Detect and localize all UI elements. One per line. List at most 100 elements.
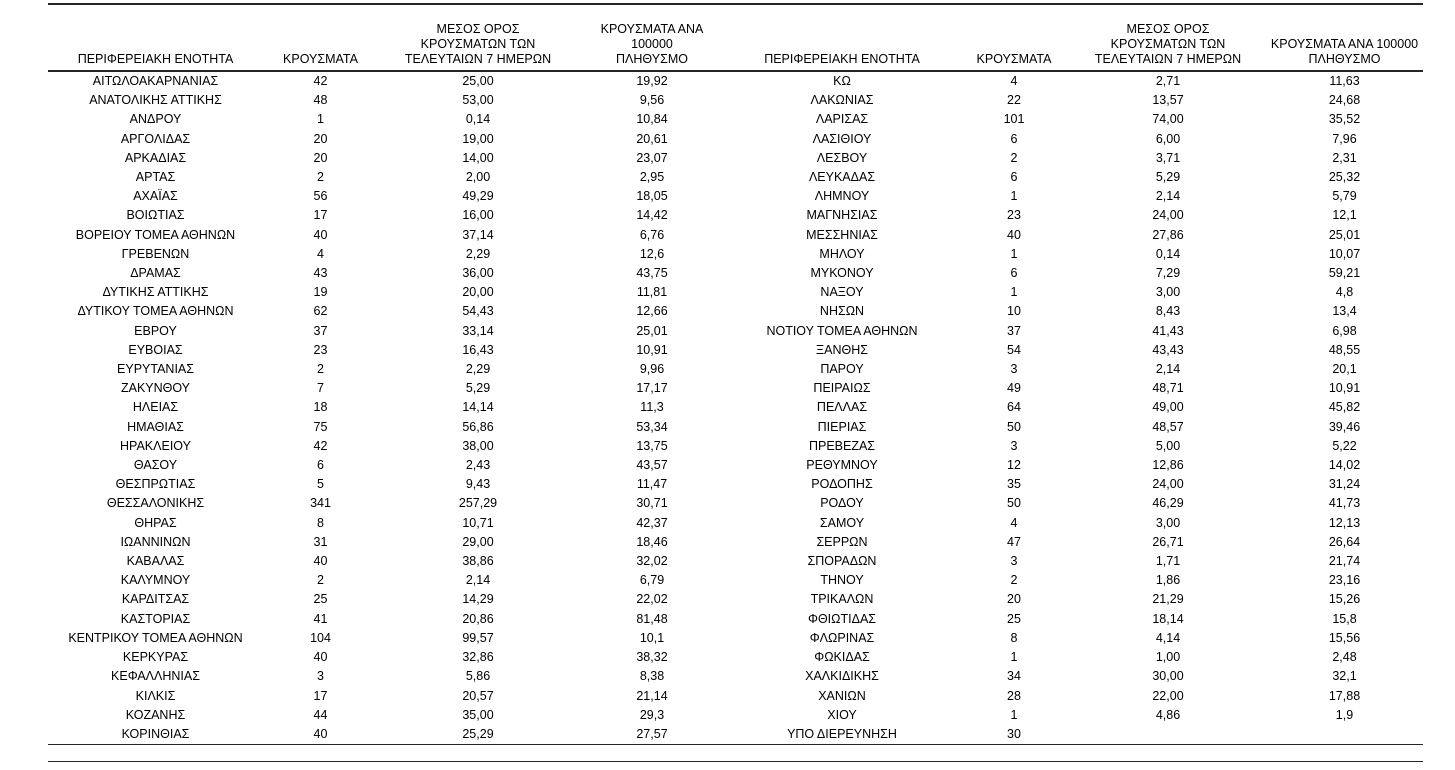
cell-region-right: ΚΩ (833, 74, 851, 88)
cell-per100k-right: 5,22 (1332, 438, 1357, 453)
header-per100k-right: ΚΡΟΥΣΜΑΤΑ ΑΝΑ 100000 ΠΛΗΘΥΣΜΟ (1266, 4, 1423, 72)
cell-region-left: ΚΕΝΤΡΙΚΟΥ ΤΟΜΕΑ ΑΘΗΝΩΝ (68, 630, 243, 645)
cell-region-left: ΚΕΦΑΛΛΗΝΙΑΣ (111, 669, 200, 684)
cell-avg7-left: 2,43 (465, 458, 491, 473)
cell-avg7-left: 19,00 (462, 131, 494, 146)
cell-per100k-right: 17,88 (1328, 688, 1361, 703)
cell-avg7-left: 25,29 (378, 724, 578, 746)
cell-cases-left: 56 (313, 189, 328, 204)
cell-per100k-left: 43,57 (636, 458, 668, 473)
cell-avg7-right: 26,71 (1152, 534, 1184, 549)
cell-avg7-left: 29,00 (462, 534, 494, 549)
table-row: ΚΑΡΔΙΤΣΑΣ 25 14,29 22,02 ΤΡΙΚΑΛΩΝ 20 21,29 15,2… (48, 590, 1423, 609)
cell-avg7-left: 32,86 (462, 650, 494, 665)
cell-per100k-left: 12,66 (636, 304, 668, 319)
cell-cases-right: 101 (1003, 112, 1025, 127)
cell-cases-left: 3 (317, 669, 324, 684)
cell-per100k-right (1266, 724, 1423, 746)
cell-cases-left: 62 (313, 304, 328, 319)
cell-region-left: ΕΥΡΥΤΑΝΙΑΣ (117, 362, 194, 377)
cell-avg7-right (1070, 724, 1266, 746)
cell-cases-left: 40 (313, 227, 328, 242)
cell-avg7-right: 24,00 (1152, 208, 1184, 223)
table-row: ΔΥΤΙΚΗΣ ΑΤΤΙΚΗΣ 19 20,00 11,81 ΝΑΞΟΥ 1 3,00 4,8 (48, 283, 1423, 302)
cell-per100k-left: 43,75 (636, 266, 668, 281)
cell-per100k-left: 9,56 (639, 93, 665, 108)
cell-per100k-left: 11,3 (640, 400, 664, 415)
cell-region-left: ΗΜΑΘΙΑΣ (127, 419, 184, 434)
cell-avg7-left: 35,00 (462, 707, 494, 722)
cell-per100k-right: 13,4 (1332, 304, 1357, 319)
cell-avg7-left: 49,29 (462, 189, 494, 204)
cell-cases-left: 104 (310, 630, 331, 645)
table-row: ΑΡΚΑΔΙΑΣ 20 14,00 23,07 ΛΕΣΒΟΥ 2 3,71 2,31 (48, 149, 1423, 168)
cell-region-left: ΑΡΤΑΣ (135, 170, 176, 185)
table-row: ΑΧΑΪΑΣ 56 49,29 18,05 ΛΗΜΝΟΥ 1 2,14 5,79 (48, 187, 1423, 206)
cell-per100k-right: 10,07 (1328, 246, 1361, 261)
cell-avg7-right: 1,71 (1155, 554, 1181, 569)
table-row: ΑΡΓΟΛΙΔΑΣ 20 19,00 20,61 ΛΑΣΙΘΙΟΥ 6 6,00 7,96 (48, 130, 1423, 149)
table-row: ΚΕΦΑΛΛΗΝΙΑΣ 3 5,86 8,38 ΧΑΛΚΙΔΙΚΗΣ 34 30,00 32,… (48, 667, 1423, 686)
cell-avg7-right: 41,43 (1152, 323, 1184, 338)
cell-avg7-left: 257,29 (458, 496, 498, 511)
cell-region-left: ΒΟΙΩΤΙΑΣ (126, 208, 185, 223)
cell-avg7-left: 33,14 (462, 323, 494, 338)
cell-cases-left: 43 (313, 266, 328, 281)
table-row: ΔΥΤΙΚΟΥ ΤΟΜΕΑ ΑΘΗΝΩΝ 62 54,43 12,66 ΝΗΣΩΝ 10 8… (48, 302, 1423, 321)
cell-avg7-right: 3,00 (1155, 515, 1181, 530)
cell-avg7-left: 2,29 (465, 362, 491, 377)
cell-avg7-left: 38,86 (462, 554, 494, 569)
cell-per100k-right: 15,8 (1332, 611, 1357, 626)
cell-cases-left: 40 (313, 650, 328, 665)
cell-avg7-left: 14,29 (462, 592, 494, 607)
cell-cases-left: 75 (313, 419, 328, 434)
table-row: ΚΑΒΑΛΑΣ 40 38,86 32,02 ΣΠΟΡΑΔΩΝ 3 1,71 21,74 (48, 552, 1423, 571)
cell-cases-right: 6 (1010, 170, 1018, 185)
cell-region-left: ΑΝΑΤΟΛΙΚΗΣ ΑΤΤΙΚΗΣ (89, 93, 222, 108)
cell-per100k-left: 10,84 (636, 112, 668, 127)
cell-cases-right: 40 (1007, 227, 1021, 242)
cell-cases-right: 10 (1007, 304, 1021, 319)
cell-region-left: ΚΑΡΔΙΤΣΑΣ (121, 592, 190, 607)
cell-cases-left: 23 (313, 342, 328, 357)
cell-per100k-right: 48,55 (1328, 342, 1361, 357)
cell-region-left: ΚΟΖΑΝΗΣ (125, 707, 186, 722)
cell-per100k-left: 2,95 (639, 170, 665, 185)
table-row: ΚΕΡΚΥΡΑΣ 40 32,86 38,32 ΦΩΚΙΔΑΣ 1 1,00 2,48 (48, 648, 1423, 667)
header-avg7-right: ΜΕΣΟΣ ΟΡΟΣ ΚΡΟΥΣΜΑΤΩΝ ΤΩΝ ΤΕΛΕΥΤΑΙΩΝ 7 Η… (1070, 4, 1266, 72)
cell-region-left: ΚΑΒΑΛΑΣ (126, 554, 185, 569)
cell-per100k-right: 15,56 (1328, 630, 1361, 645)
cell-avg7-right: 30,00 (1152, 669, 1184, 684)
cell-region-left: ΚΑΣΤΟΡΙΑΣ (120, 611, 191, 626)
cell-avg7-right: 13,57 (1152, 93, 1184, 108)
cell-avg7-right: 21,29 (1152, 592, 1184, 607)
cell-cases-right: 2 (1010, 573, 1018, 588)
cell-avg7-right: 1,00 (1155, 650, 1181, 665)
cell-region-left: ΘΗΡΑΣ (134, 515, 177, 530)
cell-per100k-left: 11,81 (636, 285, 668, 300)
cell-cases-left: 44 (313, 707, 328, 722)
cell-region-right: ΤΗΝΟΥ (820, 573, 864, 588)
cell-cases-left: 42 (313, 74, 328, 88)
table-row: ΘΗΡΑΣ 8 10,71 42,37 ΣΑΜΟΥ 4 3,00 12,13 (48, 514, 1423, 533)
header-cases-left: ΚΡΟΥΣΜΑΤΑ (263, 4, 378, 72)
cell-per100k-left: 14,42 (636, 208, 668, 223)
cell-cases-left: 2 (317, 170, 324, 185)
cell-avg7-right: 4,86 (1155, 707, 1181, 722)
cell-region-left: ΘΑΣΟΥ (133, 458, 178, 473)
cell-cases-left: 25 (313, 592, 328, 607)
cell-per100k-left: 13,75 (636, 438, 668, 453)
cell-region-right: ΠΕΛΛΑΣ (816, 400, 868, 415)
cell-per100k-right: 15,26 (1328, 592, 1361, 607)
cell-per100k-right: 24,68 (1328, 93, 1361, 108)
cell-region-left: ΚΙΛΚΙΣ (135, 688, 176, 703)
cell-cases-left: 17 (313, 688, 328, 703)
cell-cases-left: 41 (313, 611, 328, 626)
cell-avg7-left: 16,43 (462, 342, 494, 357)
cell-cases-right: 3 (1010, 362, 1018, 377)
cell-cases-left: 42 (313, 438, 328, 453)
cell-region-left: ΖΑΚΥΝΘΟΥ (120, 381, 191, 396)
cell-region-right: ΥΠΟ ΔΙΕΡΕΥΝΗΣΗ (726, 724, 958, 746)
cell-per100k-right: 4,8 (1335, 285, 1354, 300)
cell-per100k-left: 38,32 (636, 650, 668, 665)
